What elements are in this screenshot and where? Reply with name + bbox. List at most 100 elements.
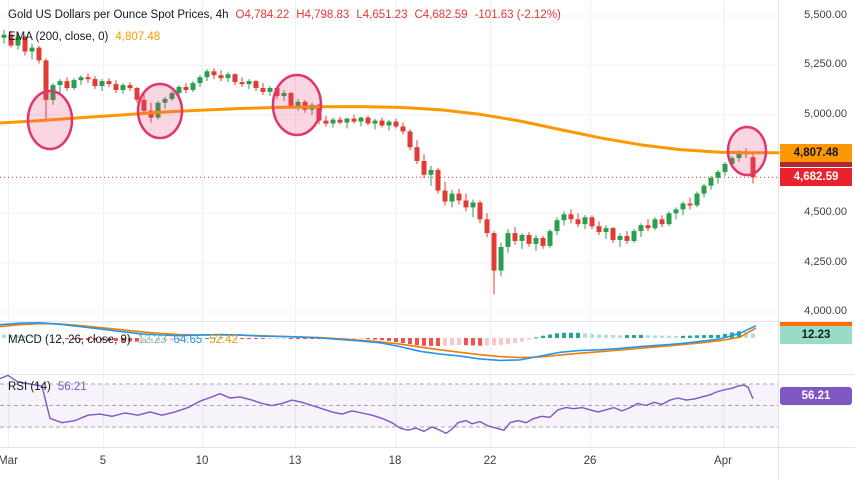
candle-body — [197, 77, 203, 84]
macd-hist-bar — [744, 332, 748, 338]
ema-price-badge: 4,807.48 — [780, 144, 852, 162]
highlight-circle-annotation[interactable] — [271, 73, 323, 137]
macd-hist-bar — [72, 338, 76, 340]
time-axis[interactable]: Mar 5 10 13 18 22 26 Apr — [0, 448, 778, 480]
time-axis-label: 10 — [195, 455, 209, 467]
macd-hist-bar — [254, 338, 258, 339]
candle-body — [183, 87, 189, 90]
candle-body — [421, 161, 427, 175]
candle-body — [64, 81, 70, 88]
macd-hist-bar — [674, 335, 678, 338]
macd-hist-bar — [9, 334, 13, 338]
macd-hist-bar — [478, 338, 482, 346]
candle-body — [484, 219, 490, 234]
macd-legend[interactable]: MACD (12, 26, close, 9) 12.23 64.65 52.4… — [8, 334, 238, 346]
highlight-circle-annotation[interactable] — [136, 82, 184, 140]
candle-body — [652, 219, 658, 229]
candle-body — [344, 118, 350, 123]
macd-hist-bar — [2, 334, 6, 338]
symbol-legend[interactable]: Gold US Dollars per Ounce Spot Prices, 4… — [8, 9, 561, 21]
macd-hist-bar — [128, 338, 132, 342]
candle-body — [666, 213, 672, 225]
candle-body — [225, 74, 231, 79]
rsi-line — [0, 374, 754, 435]
candle-body — [372, 120, 378, 124]
macd-value-badge: 12.23 — [780, 326, 852, 344]
candle-body — [638, 225, 644, 232]
rsi-value-badge: 56.21 — [780, 387, 852, 405]
hidden-price-badge — [780, 162, 852, 167]
ema-line — [0, 105, 780, 155]
candle-body — [204, 71, 210, 78]
candle-body — [29, 47, 35, 52]
price-axis-label: 5,250.00 — [804, 58, 847, 70]
macd-line-value: 64.65 — [173, 334, 203, 346]
macd-hist-bar — [681, 335, 685, 338]
macd-hist-bar — [527, 338, 531, 340]
candle-body — [57, 81, 63, 85]
macd-hist-bar — [513, 338, 517, 343]
macd-hist-bar — [632, 335, 636, 338]
macd-hist-bar — [394, 338, 398, 342]
candle-body — [106, 81, 112, 85]
candle-body — [71, 80, 77, 88]
ohlc-change: -101.63 (-2.12%) — [474, 9, 561, 21]
macd-hist-bar — [380, 338, 384, 340]
macd-signal-line — [0, 322, 757, 359]
price-axis-label: 4,000.00 — [804, 305, 847, 317]
macd-hist-bar — [233, 337, 237, 339]
macd-hist-bar — [100, 338, 104, 341]
macd-hist-bar — [387, 338, 391, 341]
macd-hist-bar — [408, 338, 412, 345]
macd-hist-bar — [499, 338, 503, 345]
candle-body — [526, 235, 532, 244]
last-price-badge: 4,682.59 — [780, 168, 852, 186]
candle-body — [708, 177, 714, 186]
macd-hist-bar — [429, 338, 433, 346]
time-axis-label: 26 — [583, 455, 597, 467]
highlight-circle-annotation[interactable] — [726, 125, 768, 177]
rsi-legend[interactable]: RSI (14) 56.21 — [8, 381, 87, 393]
macd-hist-bar — [198, 338, 202, 339]
candle-body — [645, 225, 651, 229]
macd-hist-bar — [709, 335, 713, 338]
candle-body — [1, 34, 7, 38]
candle-body — [400, 126, 406, 132]
candle-body — [113, 84, 119, 90]
macd-hist-bar — [457, 338, 461, 346]
price-axis[interactable]: 5,500.00 5,250.00 5,000.00 4,500.00 4,250.00… — [778, 0, 855, 448]
candle-body — [358, 117, 364, 122]
macd-hist-bar — [359, 338, 363, 340]
ema-value: 4,807.48 — [115, 31, 161, 43]
macd-hist-bar — [191, 338, 195, 339]
macd-hist-bar — [352, 338, 356, 340]
macd-hist-bar — [149, 338, 153, 342]
macd-hist-bar — [625, 335, 629, 338]
macd-hist-bar — [688, 335, 692, 338]
macd-hist-bar — [289, 338, 293, 339]
ohlc-open: O4,784.22 — [235, 9, 290, 21]
price-axis-label: 4,250.00 — [804, 256, 847, 268]
candle-body — [127, 85, 133, 89]
ema-legend[interactable]: EMA (200, close, 0) 4,807.48 — [8, 31, 160, 43]
rsi-value: 56.21 — [57, 381, 87, 393]
candle-body — [456, 193, 462, 201]
candle-body — [554, 220, 560, 232]
macd-hist-bar — [79, 338, 83, 341]
price-axis-label: 4,500.00 — [804, 206, 847, 218]
candle-body — [736, 152, 742, 159]
macd-hist-bar — [240, 338, 244, 339]
macd-hist-bar — [93, 338, 97, 341]
macd-hist-bar — [653, 335, 657, 338]
macd-hist-bar — [261, 338, 265, 339]
candle-body — [92, 79, 98, 86]
macd-hist-bar — [702, 335, 706, 338]
highlight-circle-annotation[interactable] — [26, 89, 74, 151]
candle-body — [582, 217, 588, 225]
macd-hist-bar — [86, 338, 90, 341]
macd-hist-bar — [646, 335, 650, 338]
candle-body — [8, 34, 14, 46]
candle-body — [78, 77, 84, 81]
macd-hist-bar — [576, 332, 580, 339]
